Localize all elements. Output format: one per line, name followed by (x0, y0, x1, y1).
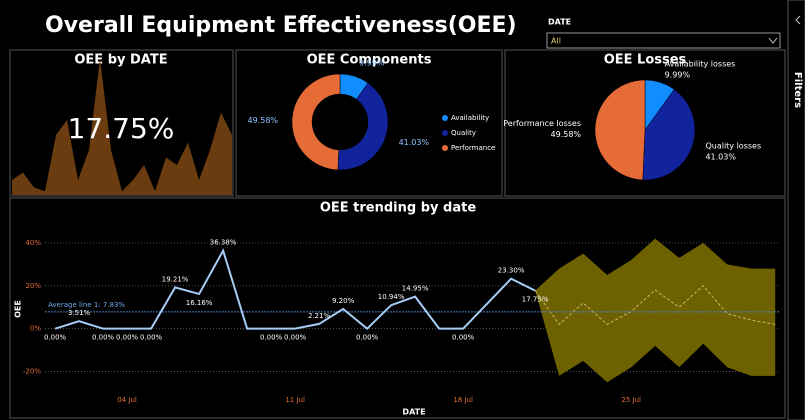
dropdown-chevron (768, 37, 778, 44)
data-label: 16.16% (186, 299, 213, 307)
data-label: 0.00% (92, 334, 115, 342)
data-label: 9.20% (332, 297, 355, 305)
legend-swatch (442, 115, 448, 121)
slice (594, 79, 646, 181)
filter-label: DATE (548, 18, 571, 27)
panel (9, 197, 786, 419)
forecast-line (534, 285, 776, 326)
legend-swatch (442, 130, 448, 136)
data-label: 23.30% (498, 267, 525, 275)
page-title: Overall Equipment Effectiveness(OEE) (45, 13, 517, 38)
panel-title: OEE by DATE (74, 53, 167, 68)
data-label: 17.75% (522, 296, 549, 304)
line (54, 248, 536, 330)
slice (642, 89, 696, 181)
data-label: 0.00% (116, 334, 139, 342)
panel-title: OEE trending by date (320, 201, 476, 216)
legend-swatch (442, 145, 448, 151)
data-label: 36.38% (210, 239, 237, 247)
x-axis-title: DATE (402, 408, 425, 417)
panel (9, 49, 234, 197)
data-label: 14.95% (402, 285, 429, 293)
pane-chevron[interactable] (795, 15, 801, 25)
data-label-name: Performance losses (503, 119, 581, 128)
average-label: Average line 1: 7.83% (48, 301, 125, 309)
forecast-band (535, 238, 776, 383)
legend-label: Availability (451, 114, 489, 122)
x-tick-label: 04 Jul (117, 396, 137, 404)
legend-label: Performance (451, 144, 495, 152)
panel (235, 49, 503, 197)
data-label: 0.00% (44, 334, 67, 342)
filter-pane-label: Filters (792, 72, 803, 108)
card-value: 17.75% (68, 112, 175, 145)
panel-title: OEE Losses (604, 53, 687, 68)
data-label: 10.94% (378, 293, 405, 301)
data-label: 0.00% (356, 334, 379, 342)
y-tick-label: 0% (30, 325, 41, 333)
x-tick-label: 18 Jul (453, 396, 473, 404)
area (12, 58, 232, 196)
y-axis-title: OEE (14, 300, 23, 318)
data-label: 3.51% (68, 309, 91, 317)
x-tick-label: 25 Jul (621, 396, 641, 404)
filter-pane[interactable] (787, 0, 805, 420)
data-label: 2.21% (308, 312, 331, 320)
filter-value[interactable]: All (551, 37, 561, 46)
data-label: 9.99% (359, 58, 385, 67)
data-label: 41.03% (399, 138, 430, 147)
filter-dropdown[interactable] (546, 32, 781, 49)
y-tick-label: -20% (23, 368, 41, 376)
data-label-name: Quality losses (705, 142, 761, 151)
data-label: 19.21% (162, 275, 189, 283)
data-label: 9.99% (665, 71, 691, 80)
y-tick-label: 20% (25, 282, 41, 290)
data-label: 49.58% (551, 130, 582, 139)
slice (337, 82, 389, 171)
data-label: 49.58% (248, 116, 279, 125)
slice (291, 73, 341, 171)
data-label: 0.00% (284, 334, 307, 342)
y-tick-label: 40% (25, 239, 41, 247)
legend-label: Quality (451, 129, 476, 137)
data-label: 0.00% (452, 334, 475, 342)
x-tick-label: 11 Jul (285, 396, 305, 404)
data-label: 0.00% (260, 334, 283, 342)
panel (504, 49, 786, 197)
data-label-name: Availability losses (665, 60, 736, 69)
panel-title: OEE Components (307, 53, 432, 68)
data-label: 41.03% (705, 153, 736, 162)
data-label: 0.00% (140, 334, 163, 342)
